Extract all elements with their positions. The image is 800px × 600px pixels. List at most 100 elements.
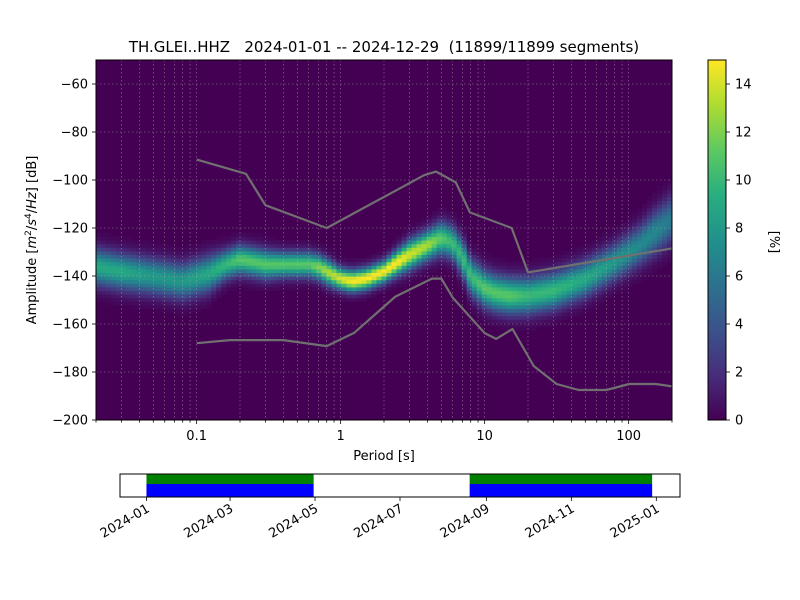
density-cell	[626, 222, 633, 227]
density-cell	[621, 265, 628, 270]
density-cell	[596, 297, 603, 302]
density-cell	[461, 272, 468, 277]
density-cell	[411, 225, 418, 230]
density-cell	[251, 261, 257, 266]
density-cell	[471, 286, 478, 291]
density-cell	[266, 236, 272, 241]
density-cell	[576, 254, 583, 259]
density-cell	[636, 236, 643, 241]
density-cell	[531, 283, 538, 288]
density-cell	[296, 250, 302, 255]
density-cell	[526, 283, 533, 288]
density-cell	[126, 279, 132, 284]
density-cell	[116, 276, 122, 281]
density-cell	[271, 272, 277, 277]
density-cell	[401, 265, 408, 270]
density-cell	[596, 236, 603, 241]
density-cell	[651, 240, 658, 245]
density-cell	[186, 258, 192, 263]
density-cell	[101, 261, 107, 266]
density-cell	[471, 250, 478, 255]
density-cell	[111, 286, 117, 291]
density-cell	[666, 254, 672, 259]
density-cell	[516, 319, 523, 324]
density-cell	[516, 272, 523, 277]
density-cell	[266, 286, 272, 291]
density-cell	[646, 247, 653, 252]
density-cell	[586, 250, 593, 255]
density-cell	[236, 247, 242, 252]
density-cell	[501, 290, 508, 295]
density-cell	[496, 294, 503, 299]
density-cell	[491, 315, 498, 320]
density-cell	[611, 276, 618, 281]
density-cell	[186, 308, 192, 313]
density-cell	[356, 286, 363, 291]
density-cell	[666, 178, 672, 183]
density-cell	[456, 218, 463, 223]
density-cell	[151, 301, 157, 306]
density-cell	[641, 240, 648, 245]
density-cell	[631, 222, 638, 227]
density-cell	[651, 218, 658, 223]
density-cell	[266, 261, 272, 266]
density-cell	[481, 268, 488, 273]
density-cell	[631, 218, 638, 223]
density-cell	[156, 301, 162, 306]
density-cell	[271, 261, 277, 266]
coverage-panel: 2024-01 2024-03 2024-05 2024-07 2024-09 2024-…	[98, 473, 681, 542]
density-cell	[211, 286, 217, 291]
density-cell	[276, 279, 282, 284]
density-cell	[221, 261, 227, 266]
density-cell	[571, 283, 578, 288]
density-cell	[621, 236, 628, 241]
density-cell	[196, 243, 202, 248]
density-cell	[626, 268, 633, 273]
density-cell	[356, 276, 363, 281]
density-cell	[181, 290, 187, 295]
density-cell	[461, 232, 468, 237]
density-cell	[471, 308, 478, 313]
density-cell	[241, 243, 247, 248]
density-cell	[501, 294, 508, 299]
density-cell	[456, 243, 463, 248]
density-cell	[551, 268, 558, 273]
density-cell	[436, 265, 443, 270]
density-cell	[236, 236, 242, 241]
density-cell	[96, 261, 102, 266]
density-cell	[541, 301, 548, 306]
density-cell	[596, 247, 603, 252]
density-cell	[441, 254, 448, 259]
density-cell	[291, 261, 297, 266]
density-cell	[636, 240, 643, 245]
density-cell	[466, 243, 473, 248]
density-cell	[221, 286, 227, 291]
density-cell	[211, 247, 217, 252]
density-cell	[161, 268, 167, 273]
coverage-ticks: 2024-01 2024-03 2024-05 2024-07 2024-09 2024-…	[98, 497, 662, 542]
density-cell	[516, 268, 523, 273]
density-cell	[296, 268, 302, 273]
density-cell	[261, 268, 267, 273]
density-cell	[636, 243, 643, 248]
density-cell	[426, 229, 433, 234]
density-cell	[621, 261, 628, 266]
density-cell	[661, 186, 668, 191]
density-cell	[396, 265, 403, 270]
density-cell	[616, 261, 623, 266]
density-cell	[236, 250, 242, 255]
density-cell	[276, 276, 282, 281]
density-cell	[551, 294, 558, 299]
density-cell	[446, 232, 453, 237]
density-cell	[451, 247, 458, 252]
density-cell	[526, 301, 533, 306]
density-cell	[476, 261, 483, 266]
density-cell	[416, 265, 423, 270]
density-cell	[591, 301, 598, 306]
density-cell	[406, 272, 413, 277]
density-cell	[101, 236, 107, 241]
density-cell	[596, 272, 603, 277]
density-cell	[511, 276, 518, 281]
density-cell	[441, 214, 448, 219]
density-cell	[621, 222, 628, 227]
